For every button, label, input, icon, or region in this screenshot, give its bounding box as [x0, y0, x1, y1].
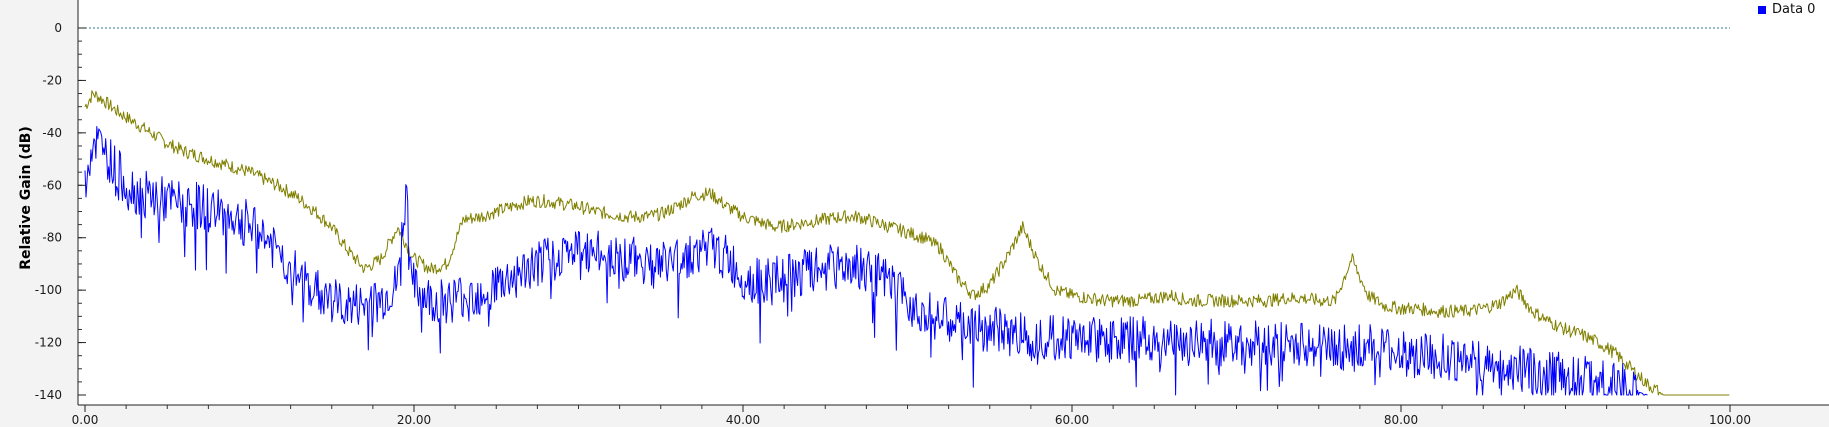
- y-tick-label: -20: [42, 73, 62, 87]
- x-tick-label: 20.00: [397, 413, 431, 427]
- y-tick-label: -40: [42, 126, 62, 140]
- y-axis-panel: [0, 0, 78, 405]
- legend-label-data-0: Data 0: [1772, 2, 1816, 17]
- y-tick-label: -60: [42, 178, 62, 192]
- y-tick-label: -120: [35, 336, 62, 350]
- x-tick-label: 40.00: [726, 413, 760, 427]
- series-data-0: [84, 126, 1648, 396]
- x-tick-label: 60.00: [1055, 413, 1089, 427]
- y-tick-label: -80: [42, 231, 62, 245]
- y-tick-label: 0: [54, 21, 62, 35]
- series-olive-trace: [84, 90, 1730, 396]
- y-tick-label: -100: [35, 283, 62, 297]
- x-tick-label: 100.00: [1709, 413, 1751, 427]
- axes-layer: 0 -20 -40 -60 -80 -100 -120 -140 0.00 20.00 40.00 6…: [35, 0, 1829, 427]
- legend: Data 0: [1758, 2, 1815, 17]
- legend-swatch-data-0: [1758, 5, 1766, 14]
- x-axis-panel: [0, 405, 1829, 427]
- y-tick-label: -140: [35, 388, 62, 402]
- x-tick-label: 80.00: [1384, 413, 1418, 427]
- series-layer: [84, 90, 1730, 396]
- y-axis-title: Relative Gain (dB): [18, 126, 34, 270]
- x-tick-label: 0.00: [72, 413, 99, 427]
